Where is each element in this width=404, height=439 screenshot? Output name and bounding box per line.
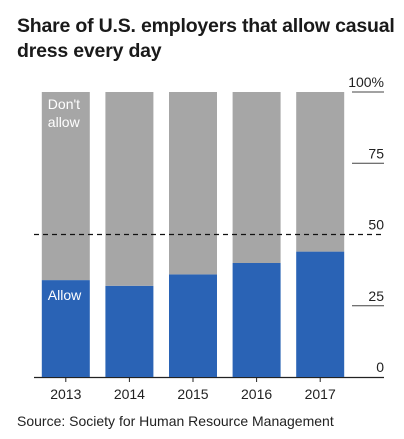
x-tick-label: 2017 <box>305 386 336 402</box>
bar-allow-2016 <box>232 263 281 377</box>
x-tick-label: 2015 <box>177 386 208 402</box>
bar-dont-allow-2014 <box>105 92 154 286</box>
label-dont-allow-line2: allow <box>48 114 81 130</box>
y-tick-label: 25 <box>368 288 384 304</box>
y-tick-label: 100% <box>348 74 384 90</box>
label-dont-allow-line1: Don't <box>48 96 80 112</box>
bar-allow-2015 <box>169 274 217 377</box>
chart-title: Share of U.S. employers that allow casua… <box>17 15 395 62</box>
bar-allow-2013 <box>41 280 90 377</box>
x-tick-label: 2013 <box>50 386 81 402</box>
x-axis-ticks: 2013 2014 2015 2016 2017 <box>50 377 336 402</box>
gridlines <box>34 91 384 379</box>
label-allow: Allow <box>48 287 82 303</box>
bar-dont-allow-2017 <box>296 92 345 252</box>
y-tick-label: 0 <box>376 359 384 375</box>
x-tick-label: 2014 <box>114 386 145 402</box>
source-note: Source: Society for Human Resource Manag… <box>17 413 334 429</box>
y-tick-label: 75 <box>368 145 384 161</box>
inline-labels: Don't allow Allow <box>48 96 82 303</box>
bar-allow-2014 <box>105 285 154 377</box>
bar-allow-2017 <box>296 251 345 377</box>
bars <box>41 92 345 377</box>
bar-dont-allow-2015 <box>169 92 217 275</box>
y-tick-label: 50 <box>368 217 384 233</box>
bar-dont-allow-2013 <box>41 92 90 281</box>
x-tick-label: 2016 <box>241 386 272 402</box>
y-axis-ticks: 100% 75 50 25 0 <box>348 74 384 375</box>
bar-dont-allow-2016 <box>232 92 281 263</box>
